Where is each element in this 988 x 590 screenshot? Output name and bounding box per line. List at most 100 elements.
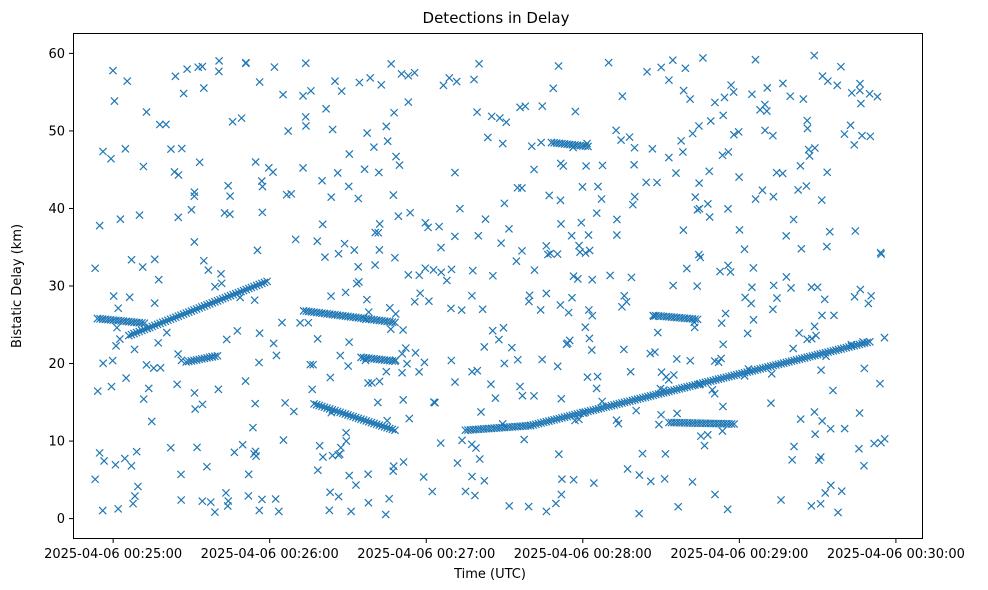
clutter-point: [588, 275, 597, 284]
y-axis-ticks: 0 10 20 30 40 50 60: [48, 47, 74, 527]
clutter-point: [867, 291, 876, 300]
y-tick-label: 10: [48, 435, 65, 450]
track-point: [171, 313, 180, 322]
clutter-point: [429, 398, 438, 407]
clutter-point: [445, 73, 454, 82]
clutter-point: [327, 193, 336, 202]
clutter-point: [803, 124, 812, 133]
clutter-point: [553, 250, 562, 259]
clutter-point: [855, 79, 865, 88]
clutter-point: [825, 227, 834, 236]
track-point: [842, 343, 851, 352]
track-point: [213, 296, 222, 305]
track-point: [169, 314, 178, 323]
clutter-point: [578, 182, 587, 191]
clutter-point: [138, 263, 147, 272]
clutter-point: [799, 95, 808, 104]
clutter-point: [630, 192, 639, 201]
clutter-point: [326, 373, 335, 382]
clutter-point: [250, 296, 259, 305]
clutter-point: [226, 192, 235, 201]
clutter-point: [112, 341, 121, 350]
clutter-point: [612, 416, 621, 425]
clutter-point: [678, 147, 687, 157]
track-point: [837, 344, 846, 353]
clutter-point: [468, 266, 477, 275]
track-point: [317, 402, 326, 411]
track-point: [208, 298, 217, 307]
track-point: [672, 385, 681, 394]
track-point: [680, 383, 689, 392]
clutter-point: [486, 380, 495, 389]
track-point: [310, 399, 319, 408]
clutter-point: [130, 492, 139, 501]
clutter-point: [112, 323, 121, 332]
clutter-point: [279, 436, 288, 445]
clutter-point: [202, 462, 211, 471]
clutter-point: [710, 389, 719, 398]
clutter-point: [724, 261, 733, 270]
track-point: [320, 403, 329, 412]
clutter-point: [638, 449, 647, 458]
clutter-point: [420, 358, 429, 367]
clutter-point: [856, 99, 865, 108]
clutter-point: [216, 269, 226, 278]
track-point: [638, 393, 647, 402]
clutter-point: [768, 131, 777, 140]
clutter-point: [648, 144, 657, 153]
clutter-point: [236, 293, 245, 302]
clutter-point: [475, 455, 484, 464]
clutter-point: [710, 490, 720, 499]
clutter-point: [410, 297, 419, 306]
clutter-point: [840, 130, 849, 139]
clutter-point: [127, 461, 136, 470]
clutter-point: [411, 348, 420, 357]
clutter-point: [718, 151, 727, 160]
clutter-point: [244, 491, 253, 500]
clutter-point: [405, 414, 414, 423]
clutter-point: [500, 359, 509, 368]
clutter-point: [467, 440, 476, 449]
clutter-point: [569, 272, 578, 281]
clutter-point: [318, 452, 327, 462]
clutter-point: [387, 59, 396, 68]
clutter-point: [385, 303, 394, 312]
clutter-point: [130, 345, 139, 354]
clutter-point: [174, 349, 183, 359]
clutter-point: [741, 293, 750, 302]
track-point: [717, 374, 726, 383]
clutter-point: [154, 338, 163, 347]
track-point: [336, 408, 345, 417]
clutter-point: [491, 394, 500, 403]
track-point: [242, 285, 251, 294]
track-point: [354, 414, 363, 423]
clutter-point: [865, 89, 874, 98]
clutter-point: [520, 435, 529, 444]
clutter-point: [811, 430, 820, 439]
clutter-point: [859, 461, 868, 470]
track-point: [346, 411, 355, 420]
clutter-point: [823, 77, 832, 86]
clutter-point: [299, 91, 308, 100]
clutter-point: [619, 345, 628, 354]
clutter-point: [575, 241, 584, 250]
clutter-point: [650, 348, 659, 357]
clutter-point: [301, 112, 310, 121]
track-point: [748, 366, 757, 375]
clutter-point: [721, 309, 730, 318]
track-point: [244, 284, 253, 293]
track-point: [550, 415, 559, 424]
clutter-point: [374, 228, 383, 237]
clutter-point: [139, 162, 148, 171]
clutter-point: [723, 204, 733, 213]
track-point: [797, 354, 806, 363]
clutter-point: [796, 161, 805, 170]
clutter-point: [198, 497, 207, 506]
clutter-point: [150, 255, 159, 264]
track-point: [685, 382, 694, 391]
clutter-point: [281, 398, 290, 407]
clutter-point: [210, 282, 220, 291]
clutter-point: [166, 443, 175, 452]
track-point: [855, 340, 864, 349]
clutter-point: [807, 334, 816, 343]
